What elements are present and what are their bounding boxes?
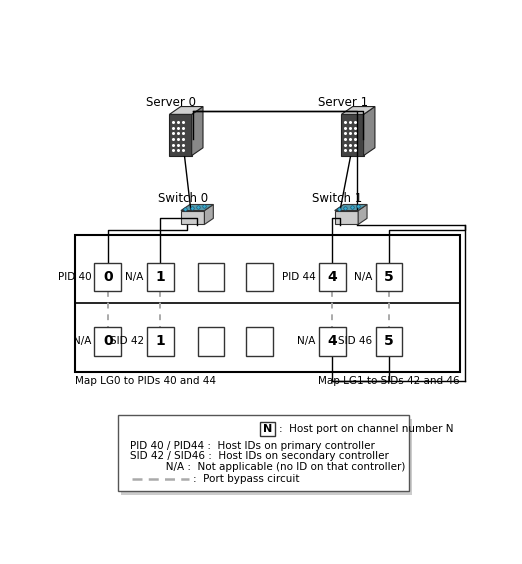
FancyBboxPatch shape [147, 263, 174, 292]
FancyBboxPatch shape [94, 327, 121, 356]
Text: PID 44: PID 44 [282, 272, 316, 282]
Text: Server 0: Server 0 [146, 96, 196, 109]
Text: Map LG1 to SIDs 42 and 46: Map LG1 to SIDs 42 and 46 [318, 376, 460, 386]
FancyBboxPatch shape [118, 415, 409, 491]
FancyBboxPatch shape [197, 263, 224, 292]
FancyBboxPatch shape [197, 327, 224, 356]
FancyBboxPatch shape [375, 327, 402, 356]
Text: PID 40: PID 40 [57, 272, 91, 282]
Text: 1: 1 [156, 334, 165, 349]
FancyBboxPatch shape [246, 263, 273, 292]
FancyBboxPatch shape [75, 235, 460, 372]
Text: SID 46: SID 46 [338, 336, 372, 346]
Text: N: N [263, 424, 272, 434]
Polygon shape [341, 114, 364, 156]
FancyBboxPatch shape [94, 263, 121, 292]
Polygon shape [181, 205, 213, 210]
Polygon shape [181, 210, 205, 224]
Text: Switch 1: Switch 1 [312, 192, 362, 205]
Polygon shape [335, 205, 367, 210]
Polygon shape [192, 107, 203, 156]
Text: :  Port bypass circuit: : Port bypass circuit [193, 474, 299, 484]
Polygon shape [335, 210, 358, 224]
Text: SID 42: SID 42 [110, 336, 144, 346]
FancyBboxPatch shape [375, 263, 402, 292]
Text: 4: 4 [327, 270, 337, 284]
FancyBboxPatch shape [147, 327, 174, 356]
Text: Server 1: Server 1 [318, 96, 368, 109]
Text: :  Host port on channel number N: : Host port on channel number N [279, 424, 453, 434]
Polygon shape [358, 205, 367, 224]
FancyBboxPatch shape [246, 327, 273, 356]
Text: N/A :  Not applicable (no ID on that controller): N/A : Not applicable (no ID on that cont… [130, 462, 406, 472]
Text: Map LG0 to PIDs 40 and 44: Map LG0 to PIDs 40 and 44 [75, 376, 216, 386]
Text: 4: 4 [327, 334, 337, 349]
Polygon shape [341, 107, 375, 114]
Text: 1: 1 [156, 270, 165, 284]
FancyBboxPatch shape [319, 263, 346, 292]
Polygon shape [364, 107, 375, 156]
Text: 5: 5 [384, 334, 394, 349]
Text: Switch 0: Switch 0 [158, 192, 208, 205]
Polygon shape [205, 205, 213, 224]
Text: N/A: N/A [125, 272, 144, 282]
Text: PID 40 / PID44 :  Host IDs on primary controller: PID 40 / PID44 : Host IDs on primary con… [130, 440, 375, 451]
FancyBboxPatch shape [319, 327, 346, 356]
Text: N/A: N/A [298, 336, 316, 346]
Text: N/A: N/A [73, 336, 91, 346]
Text: 5: 5 [384, 270, 394, 284]
Text: 0: 0 [103, 334, 113, 349]
FancyBboxPatch shape [121, 418, 412, 495]
Polygon shape [170, 114, 192, 156]
FancyBboxPatch shape [260, 422, 275, 435]
Polygon shape [170, 107, 203, 114]
Text: 0: 0 [103, 270, 113, 284]
Text: SID 42 / SID46 :  Host IDs on secondary controller: SID 42 / SID46 : Host IDs on secondary c… [130, 451, 389, 461]
Text: N/A: N/A [354, 272, 372, 282]
